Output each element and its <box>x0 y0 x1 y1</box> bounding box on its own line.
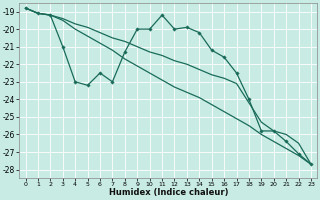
X-axis label: Humidex (Indice chaleur): Humidex (Indice chaleur) <box>108 188 228 197</box>
